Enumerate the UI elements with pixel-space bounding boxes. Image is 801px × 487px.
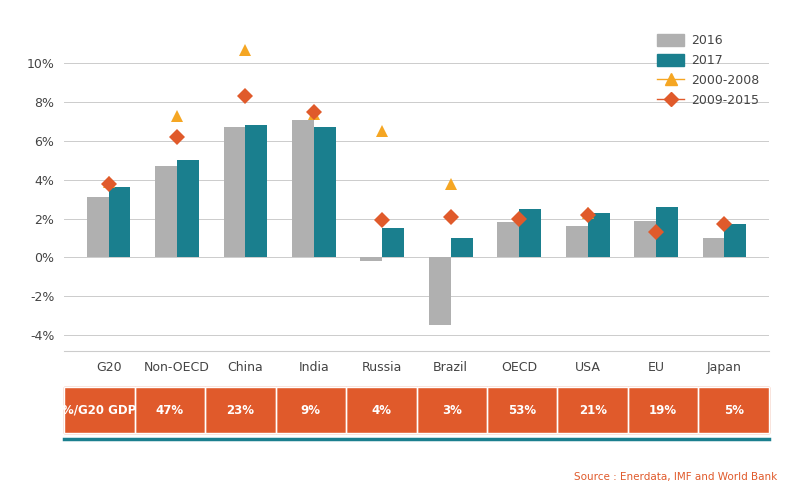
- Text: 9%: 9%: [301, 404, 320, 417]
- Bar: [724, 225, 747, 258]
- Bar: [519, 209, 541, 258]
- Bar: [292, 119, 314, 258]
- Bar: [223, 127, 245, 258]
- Bar: [382, 228, 405, 258]
- Text: %/G20 GDP: %/G20 GDP: [62, 404, 136, 417]
- Text: 47%: 47%: [155, 404, 184, 417]
- Legend: 2016, 2017, 2000-2008, 2009-2015: 2016, 2017, 2000-2008, 2009-2015: [653, 31, 763, 111]
- Bar: [588, 213, 610, 258]
- Bar: [155, 166, 177, 258]
- Text: 4%: 4%: [372, 404, 391, 417]
- Bar: [360, 258, 382, 262]
- Bar: [87, 197, 109, 258]
- Text: 5%: 5%: [724, 404, 743, 417]
- Bar: [109, 187, 131, 258]
- Bar: [245, 125, 268, 258]
- Bar: [702, 238, 724, 258]
- Text: Source : Enerdata, IMF and World Bank: Source : Enerdata, IMF and World Bank: [574, 472, 777, 482]
- Bar: [497, 223, 519, 258]
- Bar: [566, 226, 588, 258]
- Bar: [451, 238, 473, 258]
- Text: 23%: 23%: [227, 404, 254, 417]
- Text: 19%: 19%: [649, 404, 678, 417]
- Text: 21%: 21%: [579, 404, 606, 417]
- Text: 53%: 53%: [508, 404, 537, 417]
- Bar: [429, 258, 451, 325]
- Text: 3%: 3%: [442, 404, 461, 417]
- Bar: [177, 160, 199, 258]
- Bar: [634, 221, 656, 258]
- Bar: [656, 207, 678, 258]
- Bar: [314, 127, 336, 258]
